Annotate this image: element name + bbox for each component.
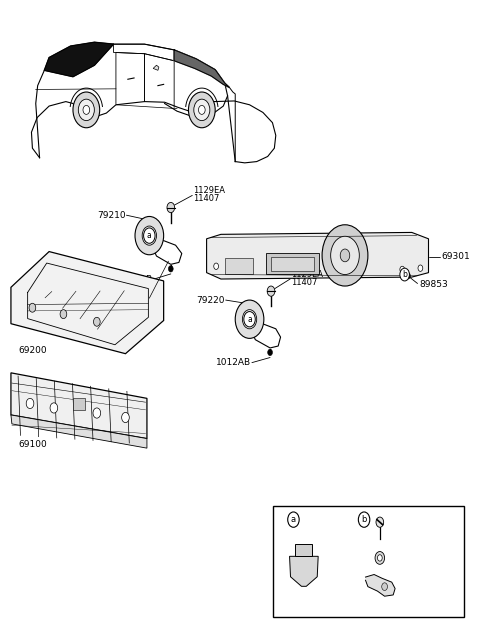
Text: b: b: [361, 515, 367, 524]
Circle shape: [400, 268, 409, 281]
Circle shape: [359, 512, 370, 528]
Circle shape: [50, 403, 58, 413]
Circle shape: [268, 349, 273, 356]
Polygon shape: [44, 42, 114, 77]
Text: 11407: 11407: [193, 194, 220, 203]
Circle shape: [142, 226, 156, 246]
Polygon shape: [206, 233, 429, 279]
Text: 89853: 89853: [419, 280, 448, 289]
Circle shape: [375, 551, 384, 564]
Circle shape: [194, 99, 210, 121]
Text: 69100: 69100: [18, 440, 47, 449]
Bar: [73, 398, 85, 410]
Circle shape: [331, 237, 360, 274]
Polygon shape: [295, 544, 312, 556]
Polygon shape: [153, 65, 159, 71]
Circle shape: [406, 272, 410, 279]
Circle shape: [288, 512, 299, 528]
Text: 1129EA: 1129EA: [291, 270, 323, 279]
Circle shape: [242, 310, 257, 329]
Circle shape: [377, 554, 382, 561]
Text: 69301: 69301: [442, 252, 470, 261]
Circle shape: [382, 583, 387, 590]
Circle shape: [83, 105, 90, 114]
Circle shape: [400, 266, 405, 272]
Circle shape: [167, 203, 175, 213]
Polygon shape: [11, 415, 147, 448]
Text: 89850E: 89850E: [404, 582, 435, 591]
Circle shape: [26, 398, 34, 408]
Text: 11407: 11407: [291, 278, 317, 287]
Circle shape: [135, 217, 164, 254]
Bar: [266, 253, 319, 274]
Circle shape: [235, 300, 264, 338]
Bar: [271, 256, 314, 271]
Circle shape: [121, 412, 129, 422]
Text: 79220: 79220: [196, 296, 225, 304]
Circle shape: [376, 517, 384, 528]
Circle shape: [199, 105, 205, 114]
Circle shape: [214, 263, 218, 269]
Text: a: a: [147, 231, 152, 240]
Polygon shape: [289, 556, 318, 587]
Text: 1360GG: 1360GG: [404, 553, 438, 562]
Circle shape: [94, 317, 100, 326]
Text: 1129EA: 1129EA: [193, 187, 225, 196]
Text: a: a: [291, 515, 296, 524]
Polygon shape: [174, 50, 229, 88]
Text: 79210: 79210: [97, 211, 125, 220]
Circle shape: [144, 228, 155, 244]
Circle shape: [267, 286, 275, 296]
Circle shape: [340, 249, 350, 262]
Text: 1012AB: 1012AB: [118, 274, 153, 283]
Polygon shape: [11, 251, 164, 354]
Text: 1012AB: 1012AB: [216, 358, 251, 367]
Circle shape: [322, 225, 368, 286]
Bar: [274, 506, 464, 617]
Circle shape: [60, 310, 67, 319]
Text: b: b: [402, 270, 407, 279]
Circle shape: [418, 265, 423, 271]
Polygon shape: [365, 574, 395, 596]
Circle shape: [168, 265, 173, 272]
Bar: [225, 258, 253, 274]
Circle shape: [189, 92, 215, 128]
Circle shape: [29, 303, 36, 312]
Circle shape: [73, 92, 100, 128]
Polygon shape: [11, 373, 147, 438]
Text: 89859: 89859: [404, 520, 430, 529]
Text: 86421: 86421: [305, 515, 334, 524]
Circle shape: [244, 312, 255, 327]
Circle shape: [78, 99, 95, 121]
Text: a: a: [247, 315, 252, 324]
Circle shape: [93, 408, 101, 418]
Text: 69200: 69200: [18, 346, 47, 355]
